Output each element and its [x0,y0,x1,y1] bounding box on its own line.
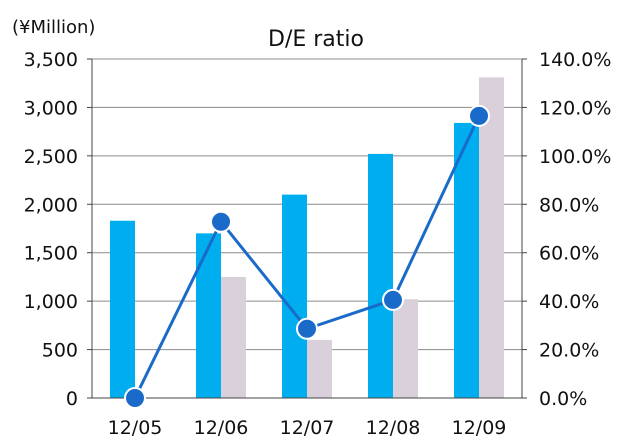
left-tick-label: 3,000 [24,97,78,119]
left-tick-label: 3,500 [24,49,78,71]
left-tick-label: 0 [66,388,78,410]
left-tick-label: 500 [42,340,78,362]
left-tick-label: 1,500 [24,243,78,265]
x-tick-label: 12/06 [194,417,249,439]
x-tick-label: 12/05 [108,417,163,439]
chart-title: D/E ratio [268,27,364,52]
bar-series-1 [110,220,135,398]
bar-series [110,77,504,398]
plot-frame [87,58,527,399]
bar-series-1 [368,153,393,398]
right-tick-label: 20.0% [539,340,599,362]
x-axis-tick-labels: 12/05 12/06 12/07 12/08 12/09 [108,417,507,439]
right-tick-label: 60.0% [539,243,599,265]
x-tick-label: 12/08 [366,417,421,439]
bar-series-1 [282,194,307,398]
right-tick-label: 140.0% [539,49,611,71]
bar-series-2 [221,276,246,398]
bar-series-2 [479,77,504,398]
right-axis-tick-labels: 0.0% 20.0% 40.0% 60.0% 80.0% 100.0% 120.0% 140.… [539,49,611,410]
ratio-point [382,288,404,311]
bar-series-1 [196,233,221,398]
ratio-point [210,210,232,233]
ratio-point [296,317,318,340]
left-axis-tick-labels: 0 500 1,000 1,500 2,000 2,500 3,000 3,500 [24,49,78,410]
right-tick-label: 100.0% [539,146,611,168]
right-tick-label: 40.0% [539,291,599,313]
bar-series-2 [307,339,332,398]
right-tick-label: 120.0% [539,97,611,119]
right-tick-label: 80.0% [539,194,599,216]
left-tick-label: 1,000 [24,291,78,313]
ratio-line-series [124,104,490,409]
x-tick-label: 12/07 [280,417,335,439]
bar-series-2 [393,299,418,398]
bar-series-1 [454,122,479,398]
ratio-point [124,387,146,409]
x-tick-label: 12/09 [452,417,507,439]
left-tick-label: 2,500 [24,146,78,168]
left-tick-label: 2,000 [24,194,78,216]
right-tick-label: 0.0% [539,388,587,410]
ratio-point [468,104,490,127]
unit-label: (¥Million) [12,17,95,38]
